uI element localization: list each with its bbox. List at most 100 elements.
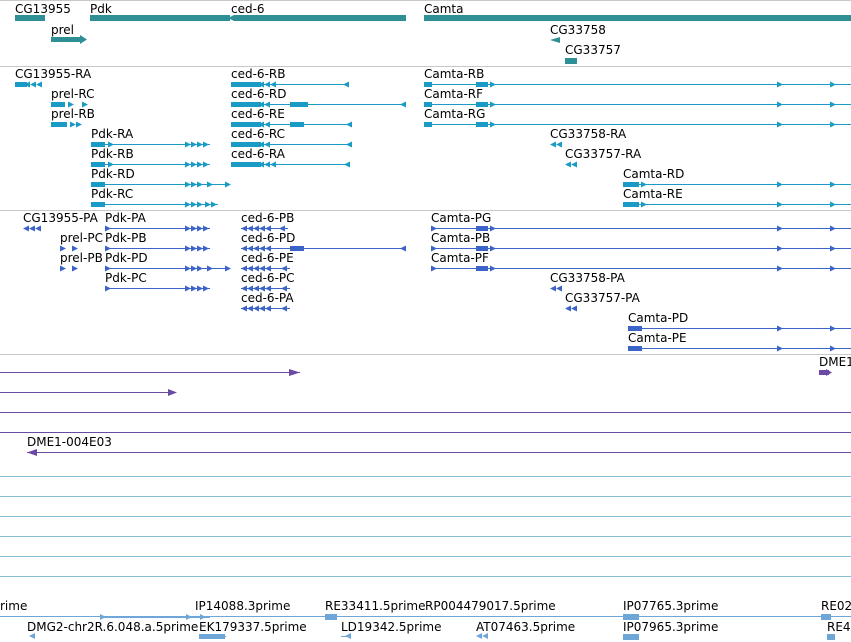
gene-label[interactable]: prel bbox=[51, 23, 75, 37]
strand-arrow-left-icon bbox=[253, 285, 259, 292]
strand-arrow-right-icon bbox=[777, 265, 783, 272]
gene-label[interactable]: ced-6 bbox=[231, 2, 265, 16]
protein-label[interactable]: Camta-PB bbox=[431, 231, 491, 245]
protein-label[interactable]: Camta-PG bbox=[431, 211, 492, 225]
transcript-label[interactable]: Pdk-RD bbox=[91, 167, 135, 181]
strand-arrow-left-icon bbox=[270, 81, 276, 88]
protein-label[interactable]: ced-6-PC bbox=[241, 271, 295, 285]
protein-label[interactable]: ced-6-PD bbox=[241, 231, 296, 245]
strand-arrow-right-icon bbox=[490, 225, 496, 232]
protein-label[interactable]: CG13955-PA bbox=[23, 211, 98, 225]
protein-label[interactable]: prel-PC bbox=[60, 231, 103, 245]
gene-label[interactable]: CG33758 bbox=[550, 23, 606, 37]
transcript-label[interactable]: prel-RC bbox=[51, 87, 95, 101]
est-label[interactable]: RE4 bbox=[827, 620, 851, 634]
strand-arrow-left-icon bbox=[35, 225, 41, 232]
transcript-label[interactable]: ced-6-RB bbox=[231, 67, 286, 81]
transcript-label[interactable]: ced-6-RA bbox=[231, 147, 285, 161]
exon-block bbox=[424, 122, 432, 127]
transcript-label[interactable]: ced-6-RE bbox=[231, 107, 285, 121]
protein-label[interactable]: ced-6-PA bbox=[241, 291, 294, 305]
protein-label[interactable]: Pdk-PA bbox=[105, 211, 146, 225]
est-block bbox=[199, 634, 225, 639]
strand-arrow-right-icon bbox=[70, 121, 76, 128]
transcript-label[interactable]: Camta-RB bbox=[424, 67, 485, 81]
est-label[interactable]: RE02 bbox=[821, 599, 851, 613]
strand-arrow-left-icon bbox=[264, 81, 270, 88]
est-label[interactable]: rime bbox=[0, 599, 28, 613]
transcript-label[interactable]: Camta-RF bbox=[424, 87, 484, 101]
protein-label[interactable]: CG33758-PA bbox=[550, 271, 625, 285]
strand-arrow-left-icon bbox=[247, 285, 253, 292]
transcript-label[interactable]: CG33757-RA bbox=[565, 147, 642, 161]
est-label[interactable]: IP07765.3prime bbox=[623, 599, 719, 613]
gene-label[interactable]: Pdk bbox=[90, 2, 112, 16]
transcript-label[interactable]: Pdk-RA bbox=[91, 127, 134, 141]
est-label[interactable]: IP14088.3prime bbox=[195, 599, 291, 613]
strand-arrow-right-icon bbox=[211, 201, 217, 208]
transcript-label[interactable]: Camta-RD bbox=[623, 167, 685, 181]
est-label[interactable]: LD19342.5prime bbox=[341, 620, 442, 634]
protein-label[interactable]: ced-6-PE bbox=[241, 251, 294, 265]
protein-label[interactable]: Pdk-PB bbox=[105, 231, 147, 245]
strand-arrow-right-icon bbox=[191, 141, 197, 148]
gene-label[interactable]: CG33757 bbox=[565, 43, 621, 57]
gene-block bbox=[90, 15, 230, 21]
transcript-label[interactable]: ced-6-RD bbox=[231, 87, 287, 101]
gene-label[interactable]: Camta bbox=[424, 2, 464, 16]
exon-block bbox=[424, 82, 432, 87]
est-label[interactable]: AT07463.5prime bbox=[476, 620, 576, 634]
strand-arrow-left-icon bbox=[556, 141, 562, 148]
strand-arrow-right-icon bbox=[641, 181, 647, 188]
strand-arrow-left-icon bbox=[265, 225, 271, 232]
transcript-label[interactable]: Camta-RG bbox=[424, 107, 486, 121]
strand-arrow-left-icon bbox=[400, 101, 406, 108]
protein-label[interactable]: Camta-PF bbox=[431, 251, 489, 265]
track-separator bbox=[0, 354, 851, 355]
gene-label[interactable]: CG13955 bbox=[15, 2, 71, 16]
strand-arrow-left-icon bbox=[264, 101, 270, 108]
strand-arrow-left-icon bbox=[482, 633, 488, 639]
transcript-label[interactable]: Camta-RE bbox=[623, 187, 683, 201]
exon-block bbox=[91, 142, 105, 147]
est-label[interactable]: EK179337.5prime bbox=[199, 620, 307, 634]
strand-arrow-right-icon bbox=[205, 201, 211, 208]
track-separator bbox=[0, 66, 851, 67]
est-label[interactable]: RE33411.5prime bbox=[325, 599, 426, 613]
est-label[interactable]: IP07965.3prime bbox=[623, 620, 719, 634]
protein-label[interactable]: prel-PB bbox=[60, 251, 103, 265]
strand-arrow-right-icon bbox=[191, 285, 197, 292]
exon-block bbox=[15, 82, 27, 87]
transcript-label[interactable]: CG33758-RA bbox=[550, 127, 627, 141]
transcript-label[interactable]: ced-6-RC bbox=[231, 127, 286, 141]
protein-label[interactable]: ced-6-PB bbox=[241, 211, 295, 225]
strand-arrow-right-icon bbox=[185, 181, 191, 188]
strand-arrow-right-icon bbox=[830, 181, 836, 188]
strand-arrow-right-icon bbox=[197, 161, 203, 168]
strand-arrow-right-icon bbox=[108, 141, 114, 148]
est-label[interactable]: RP004479017.5prime bbox=[425, 599, 556, 613]
protein-label[interactable]: Pdk-PD bbox=[105, 251, 148, 265]
protein-label[interactable]: CG33757-PA bbox=[565, 291, 640, 305]
cdna-arrow-right-icon bbox=[289, 369, 300, 376]
est-label[interactable]: DMG2-chr2R.6.048.a.5prime bbox=[27, 620, 199, 634]
protein-label[interactable]: Camta-PD bbox=[628, 311, 689, 325]
strand-arrow-right-icon bbox=[830, 201, 836, 208]
protein-label[interactable]: Pdk-PC bbox=[105, 271, 147, 285]
strand-arrow-right-icon bbox=[641, 201, 647, 208]
strand-arrow-left-icon bbox=[247, 225, 253, 232]
transcript-label[interactable]: prel-RB bbox=[51, 107, 95, 121]
strand-arrow-right-icon bbox=[203, 161, 209, 168]
exon-block bbox=[290, 102, 308, 107]
strand-arrow-right-icon bbox=[185, 201, 191, 208]
strand-arrow-right-icon bbox=[197, 181, 203, 188]
strand-arrow-left-icon bbox=[23, 225, 29, 232]
strand-arrow-right-icon bbox=[185, 265, 191, 272]
protein-label[interactable]: Camta-PE bbox=[628, 331, 687, 345]
transcript-label[interactable]: Pdk-RB bbox=[91, 147, 134, 161]
cdna-label[interactable]: DME1-004E03 bbox=[27, 435, 112, 449]
transcript-label[interactable]: Pdk-RC bbox=[91, 187, 134, 201]
cdna-label[interactable]: DME1 bbox=[819, 355, 851, 369]
transcript-label[interactable]: CG13955-RA bbox=[15, 67, 92, 81]
strand-arrow-left-icon bbox=[265, 265, 271, 272]
